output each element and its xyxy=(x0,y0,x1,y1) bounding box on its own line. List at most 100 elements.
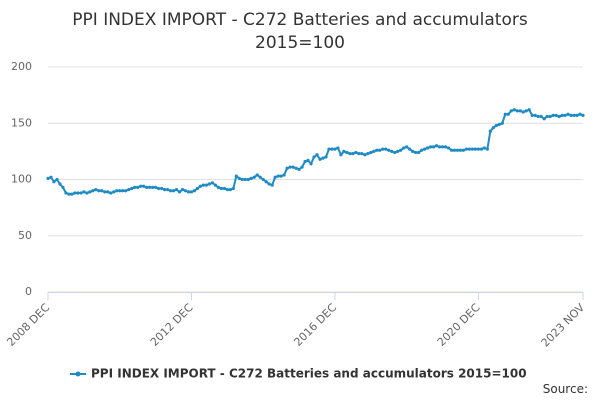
data-point xyxy=(569,113,573,117)
data-point xyxy=(563,113,567,117)
data-point xyxy=(369,150,373,155)
data-point xyxy=(396,149,400,153)
data-point xyxy=(216,185,220,189)
data-point xyxy=(264,180,268,184)
data-point xyxy=(345,150,349,155)
y-tick-label: 50 xyxy=(18,229,32,242)
data-point xyxy=(330,147,334,151)
data-point xyxy=(411,149,415,153)
data-point xyxy=(506,112,510,116)
data-point xyxy=(524,109,528,113)
data-point xyxy=(58,182,62,186)
data-point xyxy=(443,145,448,149)
data-point xyxy=(420,148,424,152)
data-point xyxy=(249,176,253,180)
data-point xyxy=(536,114,540,119)
data-point xyxy=(414,150,418,155)
data-point xyxy=(372,149,376,153)
data-point xyxy=(473,147,478,151)
data-point xyxy=(46,176,50,180)
data-point xyxy=(258,175,262,179)
data-point xyxy=(428,145,433,149)
data-point xyxy=(49,175,53,179)
data-point xyxy=(82,190,86,194)
data-point xyxy=(168,189,173,193)
data-point xyxy=(255,173,259,177)
data-point xyxy=(581,113,585,117)
data-point xyxy=(378,148,382,152)
data-point xyxy=(270,183,274,187)
data-point xyxy=(384,147,388,151)
data-point xyxy=(192,189,197,193)
data-point xyxy=(500,121,504,125)
data-point xyxy=(336,146,340,150)
data-point xyxy=(357,152,361,156)
data-point xyxy=(363,153,367,157)
data-point xyxy=(201,183,206,187)
data-point xyxy=(171,189,176,193)
data-point xyxy=(434,144,439,148)
data-point xyxy=(64,191,68,195)
data-point xyxy=(112,190,116,194)
chart-title: PPI INDEX IMPORT - C272 Batteries and ac… xyxy=(72,10,528,30)
chart-subtitle: 2015=100 xyxy=(255,33,345,53)
x-tick-label: 2012 DEC xyxy=(148,301,196,349)
data-point xyxy=(476,147,480,151)
data-point xyxy=(121,189,125,193)
data-point xyxy=(183,189,188,193)
data-point xyxy=(300,165,304,169)
data-point xyxy=(417,150,421,155)
data-point xyxy=(61,185,65,189)
data-point xyxy=(106,190,110,194)
data-point xyxy=(548,114,552,119)
data-point xyxy=(204,183,209,187)
y-tick-label: 0 xyxy=(25,285,32,298)
data-point xyxy=(91,189,95,193)
data-point xyxy=(470,147,475,151)
data-point xyxy=(542,117,546,121)
data-point xyxy=(527,108,531,112)
data-point xyxy=(446,146,451,150)
data-point xyxy=(100,189,104,193)
data-point xyxy=(399,148,403,152)
data-point xyxy=(458,148,463,152)
data-point xyxy=(261,177,265,182)
data-point xyxy=(309,162,313,166)
data-point xyxy=(354,150,358,155)
data-point xyxy=(76,191,80,195)
data-point xyxy=(464,147,469,151)
data-point xyxy=(422,147,427,151)
data-point xyxy=(351,152,355,156)
x-tick-label: 2023 NOV xyxy=(539,301,588,350)
data-point xyxy=(294,166,298,170)
data-point xyxy=(312,155,316,159)
data-point xyxy=(97,189,101,193)
data-point xyxy=(387,148,391,152)
legend-label: PPI INDEX IMPORT - C272 Batteries and ac… xyxy=(91,367,527,381)
data-point xyxy=(279,174,283,178)
data-point xyxy=(315,153,319,157)
data-point xyxy=(452,148,457,152)
data-point xyxy=(79,191,83,195)
data-point xyxy=(342,149,346,153)
data-point xyxy=(103,190,107,194)
y-tick-label: 200 xyxy=(11,60,32,73)
data-point xyxy=(186,190,191,194)
data-point xyxy=(210,181,214,185)
data-point xyxy=(360,152,364,156)
data-point xyxy=(189,190,194,194)
data-point xyxy=(145,185,149,189)
data-point xyxy=(118,189,122,193)
data-point xyxy=(408,147,412,151)
data-point xyxy=(219,186,223,191)
data-point xyxy=(539,114,543,119)
data-point xyxy=(246,177,250,182)
data-point xyxy=(231,186,235,191)
data-point xyxy=(494,123,498,128)
data-point xyxy=(425,146,430,150)
data-point xyxy=(461,148,466,152)
data-point xyxy=(348,152,352,156)
data-point xyxy=(222,186,226,191)
y-tick-label: 100 xyxy=(11,173,32,186)
data-point xyxy=(339,153,343,157)
